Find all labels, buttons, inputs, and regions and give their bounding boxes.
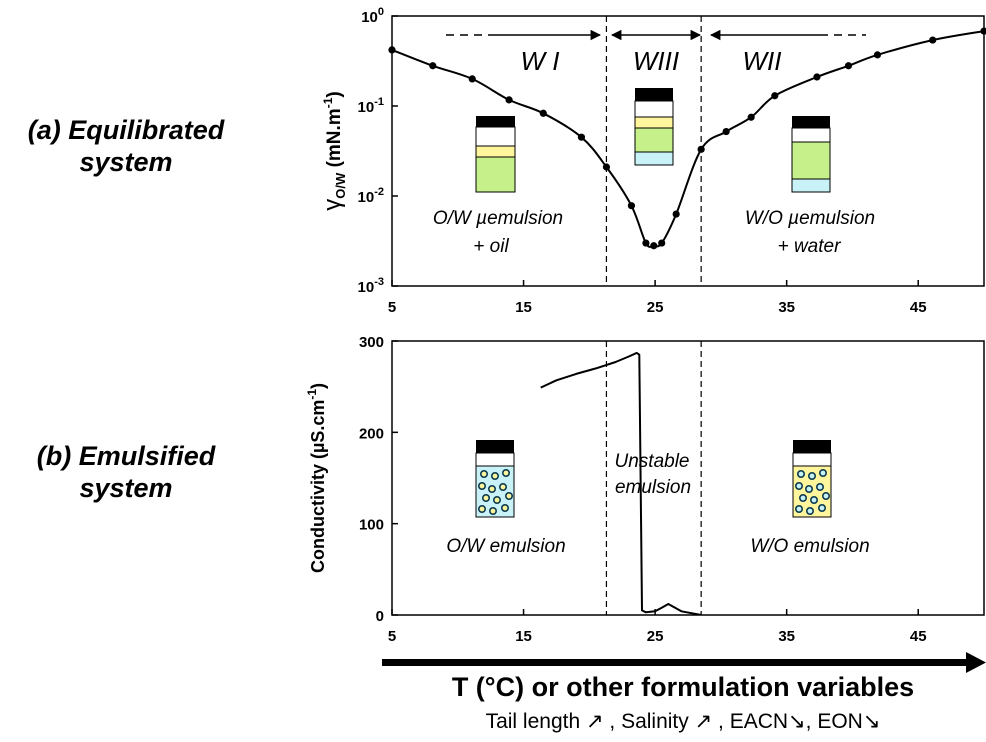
panel-a-label-line1: (a) Equilibrated [27,115,225,145]
tube-wo-emulsion-icon [792,440,832,518]
panel-b-y-ticks: 0 100 200 300 [359,334,398,625]
panel-a-points [388,27,986,250]
region-label-winsor-1: W I [521,46,560,76]
tension-data-point [505,96,513,104]
annotation-wo-microemulsion: W/O µemulsion [745,208,875,229]
tension-data-point [577,133,586,141]
formulation-arrow [382,652,986,673]
annotation-wo-emulsion: W/O emulsion [750,536,869,557]
panel-a-y-tick-label: 100 [361,6,384,26]
tension-data-point [813,73,821,81]
panel-b-y-tick-label: 100 [359,517,384,534]
tube-ow-emulsion-icon [475,440,515,518]
tension-data-point [844,62,853,70]
tension-data-point [672,210,680,218]
panel-a-x-ticks: 5 15 25 35 45 [388,280,927,316]
panel-a-x-tick-label: 25 [647,299,664,316]
panel-b-x-tick-label: 35 [778,628,795,645]
tension-data-point [929,36,937,44]
panel-a-y-axis-label: γO/W (mN.m-1) [319,91,348,210]
region-label-winsor-3: WIII [633,46,679,76]
tension-data-point [627,202,636,210]
panel-b-x-ticks: 5 15 25 35 45 [388,609,927,645]
panel-b-x-tick-label: 5 [388,628,396,645]
panel-a: 100 10-1 10-2 10-3 5 15 25 35 45 W I WIII WII [319,6,986,316]
tension-data-point [873,51,882,59]
panel-a-y-tick-label: 10-1 [358,96,384,116]
panel-a-y-ticks: 100 10-1 10-2 10-3 [358,6,398,296]
annotation-ow-microemulsion: O/W µemulsion [433,208,563,229]
panel-b-frame [391,340,985,616]
tube-winsor-3-icon [634,88,674,166]
conductivity-curve-line [540,351,702,615]
panel-b: 0 100 200 300 5 15 25 35 45 [305,334,985,645]
annotation-plus-water: + water [778,236,842,257]
tension-data-point [650,242,658,250]
tension-data-point [722,127,730,136]
panel-b-y-tick-label: 0 [376,608,384,625]
panel-b-label-line1: (b) Emulsified [36,441,216,471]
panel-b-label-line2: system [79,473,173,503]
panel-b-phase-boundaries [605,341,702,615]
tube-winsor-2-icon [791,116,831,193]
panel-b-x-tick-label: 45 [910,628,927,645]
x-axis-subtitle: Tail length ↗ , Salinity ↗ , EACN↘, EON↘ [485,710,881,733]
panel-a-x-tick-label: 35 [778,299,795,316]
tension-data-point [468,75,476,83]
annotation-plus-oil: + oil [473,236,509,257]
panel-a-frame [391,15,985,287]
panel-a-x-tick-label: 15 [515,299,532,316]
panel-a-x-tick-label: 45 [910,299,927,316]
panel-b-y-tick-label: 200 [359,425,384,442]
tension-data-point [539,109,547,117]
annotation-unstable: Unstable [615,451,690,472]
tension-data-point [697,145,705,153]
panel-b-x-tick-label: 15 [515,628,532,645]
panel-b-x-tick-label: 25 [647,628,664,645]
panel-a-y-tick-label: 10-2 [358,186,384,206]
panel-b-y-axis-label: Conductivity (µS.cm-1) [305,383,328,573]
tube-winsor-1-icon [475,116,516,193]
panel-a-label: (a) Equilibrated system [0,114,252,178]
panel-b-y-tick-label: 300 [359,334,384,351]
tension-data-point [388,46,396,54]
tension-data-point [602,163,611,171]
panel-b-label: (b) Emulsified system [0,440,252,504]
tension-data-point [429,62,437,70]
tension-data-point [771,92,779,100]
region-label-winsor-2: WII [743,46,782,76]
tension-data-point [642,239,650,247]
annotation-ow-emulsion: O/W emulsion [446,536,565,557]
tension-data-point [980,27,986,35]
panel-a-label-line2: system [79,147,173,177]
tension-data-point [658,239,666,247]
x-axis-title: T (°C) or other formulation variables [451,672,915,702]
tension-data-point [747,113,755,121]
panel-b-curve [540,351,702,615]
annotation-emulsion: emulsion [615,477,691,498]
panel-a-y-tick-label: 10-3 [358,276,384,296]
panel-a-x-tick-label: 5 [388,299,396,316]
